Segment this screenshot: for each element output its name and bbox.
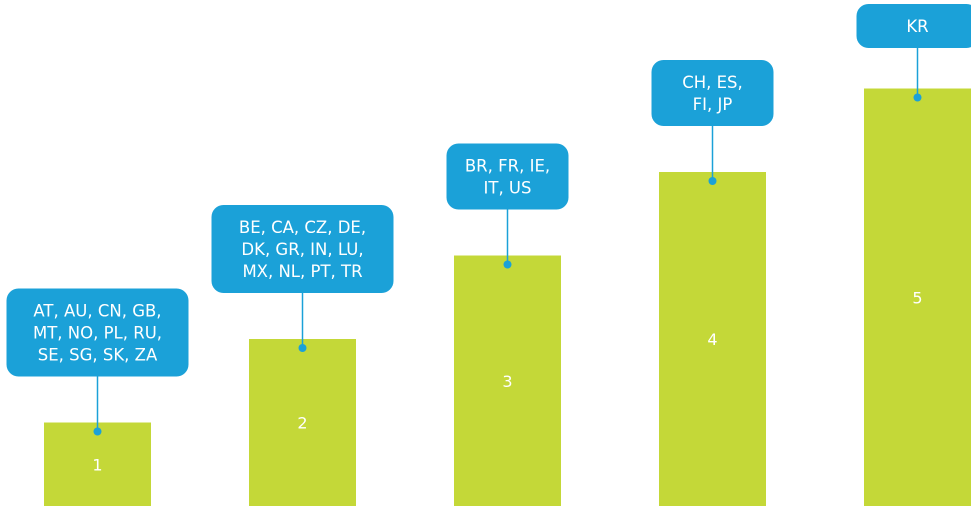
bar <box>454 255 561 506</box>
bar <box>659 172 766 506</box>
callout-text-line: DK, GR, IN, LU, <box>241 240 363 259</box>
callouts-layer: AT, AU, CN, GB, MT, NO, PL, RU, SE, SG, SK… <box>6 4 971 377</box>
bar-value-label: 3 <box>502 372 512 391</box>
callout-text-line: CH, ES, <box>682 73 743 92</box>
bar <box>249 339 356 506</box>
callout-text-line: MT, NO, PL, RU, <box>33 324 162 343</box>
bar-value-label: 4 <box>707 330 717 349</box>
callout-text-line: IT, US <box>484 179 532 198</box>
bar-value-label: 1 <box>92 455 102 474</box>
callout-dot <box>913 93 922 102</box>
callout-dot <box>93 427 102 436</box>
callout-dot <box>298 344 307 352</box>
callout-dot <box>708 177 717 185</box>
callout-text-line: AT, AU, CN, GB, <box>33 302 161 321</box>
callout-box <box>651 60 774 126</box>
callout-dot <box>503 260 512 269</box>
bar <box>44 422 151 506</box>
bar <box>864 88 971 506</box>
callout-text-line: FI, JP <box>693 95 733 114</box>
bars-layer: 1 2 3 4 5 <box>44 88 971 506</box>
callout-box <box>211 205 394 293</box>
callout-text-line: BE, CA, CZ, DE, <box>239 218 366 237</box>
callout-box <box>446 143 569 210</box>
callout-text-line: BR, FR, IE, <box>465 157 550 176</box>
connectors-layer <box>93 48 922 436</box>
callout-text-line: KR <box>906 17 928 36</box>
callout-text-line: MX, NL, PT, TR <box>242 262 362 281</box>
callout-text-line: SE, SG, SK, ZA <box>38 346 158 365</box>
callout-box <box>6 288 189 377</box>
callout-box <box>856 4 971 48</box>
bar-value-label: 5 <box>912 288 922 307</box>
bar-value-label: 2 <box>297 414 307 433</box>
